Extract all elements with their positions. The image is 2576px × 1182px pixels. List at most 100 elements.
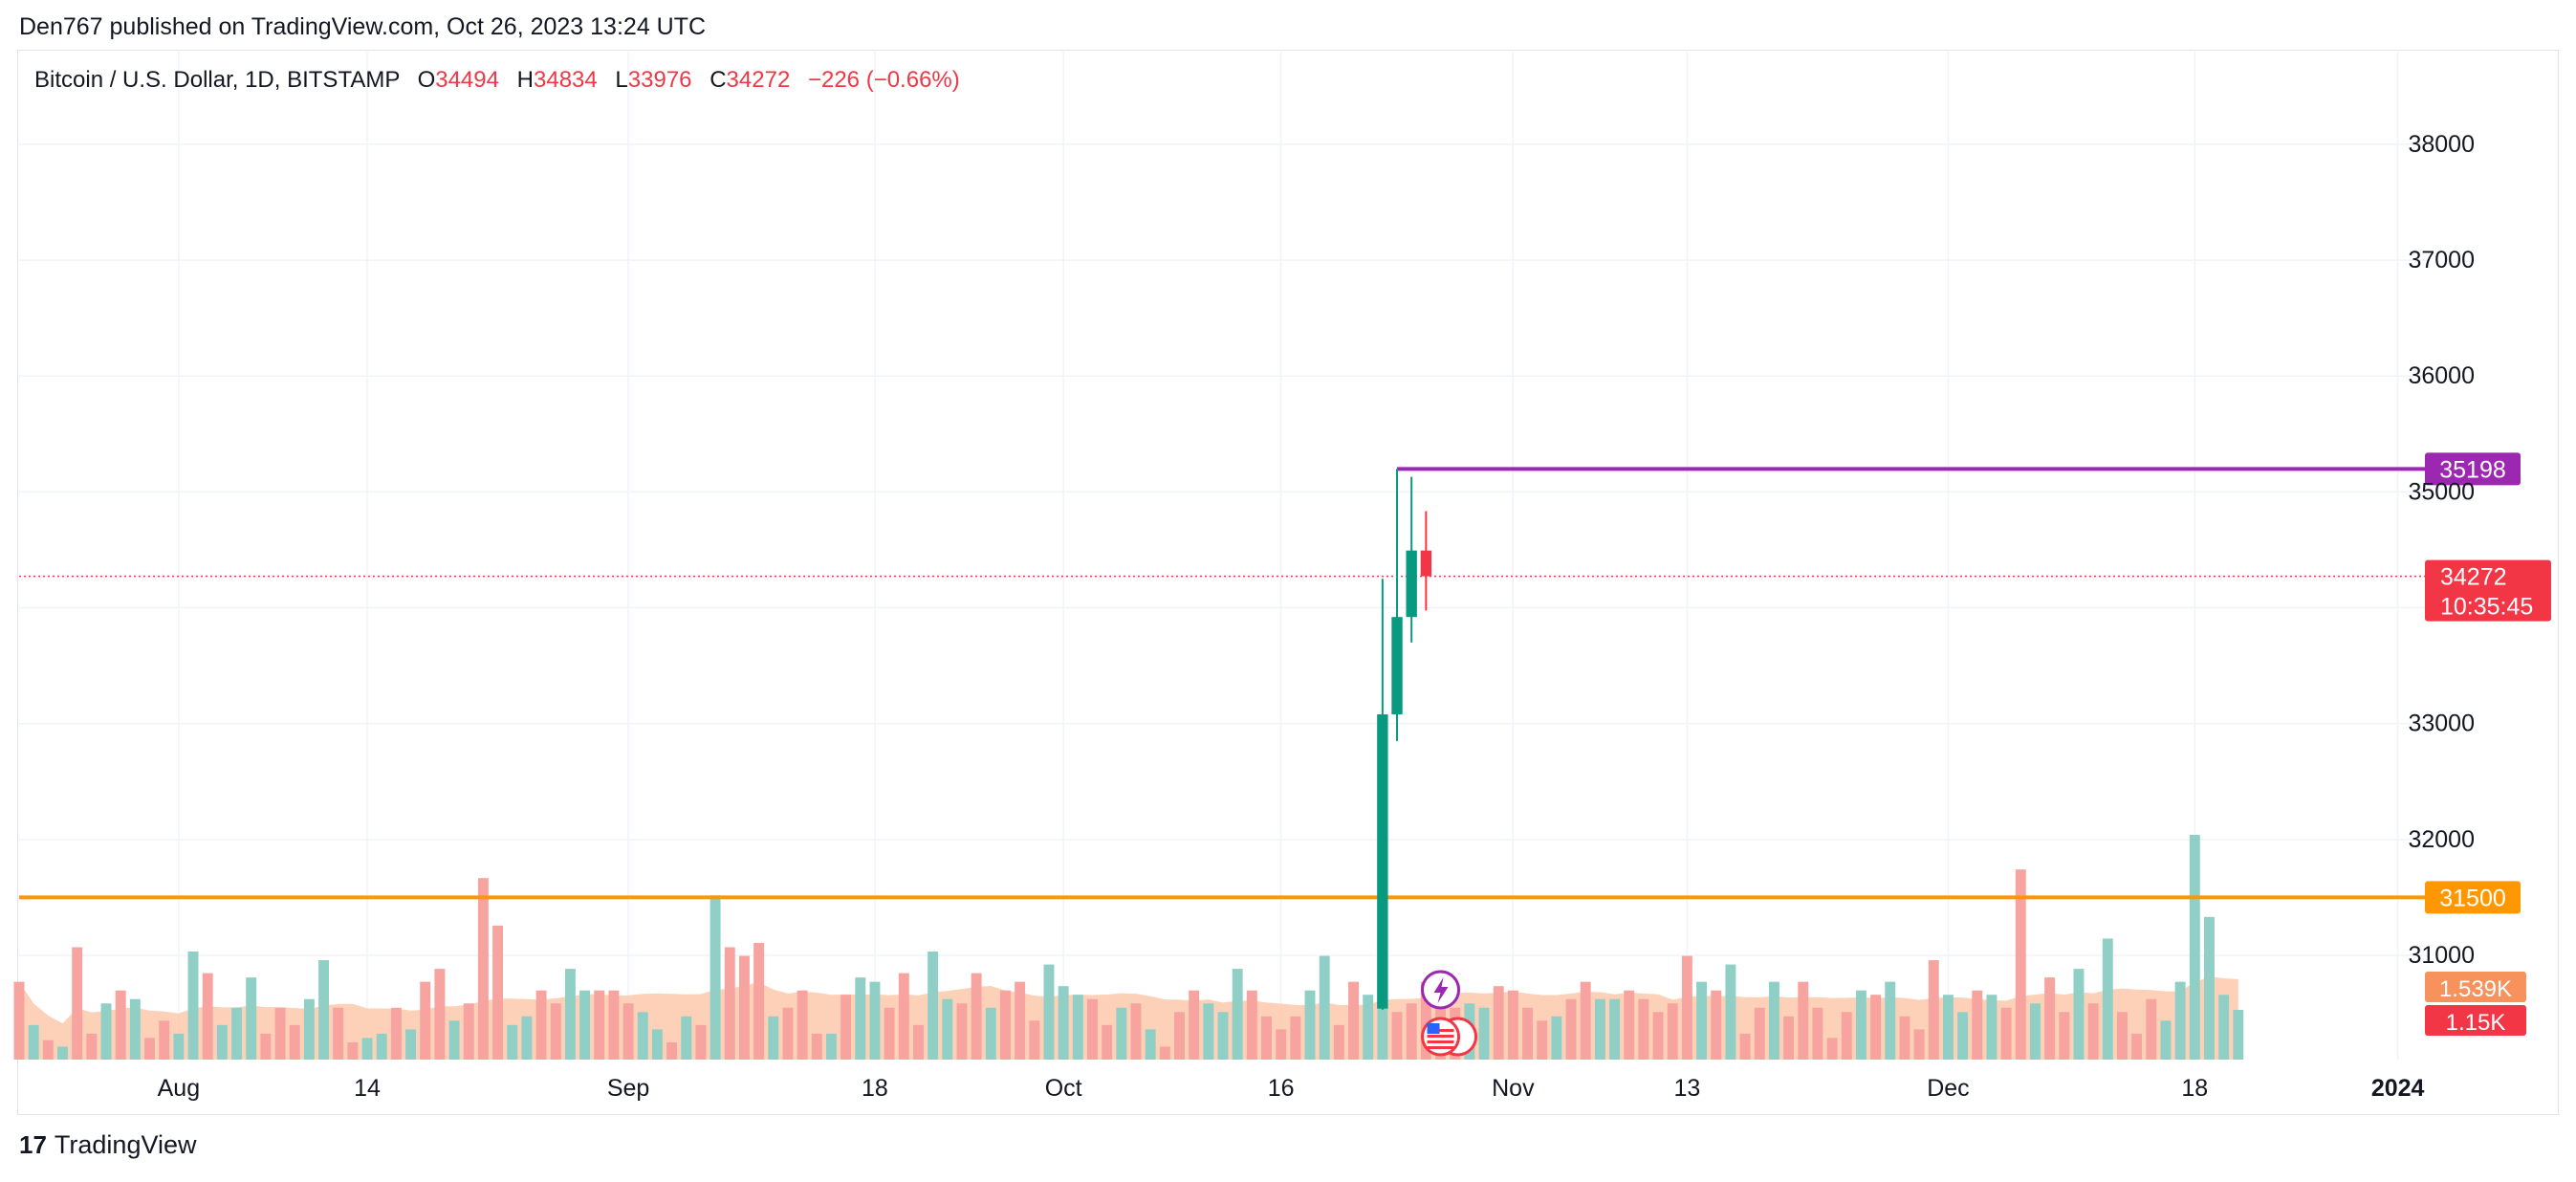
volume-bar bbox=[1942, 995, 1954, 1060]
volume-bar bbox=[724, 947, 735, 1060]
volume-bar bbox=[1986, 995, 1997, 1060]
x-tick-label: Sep bbox=[607, 1075, 649, 1102]
candle-body[interactable] bbox=[1391, 617, 1403, 714]
volume-bar bbox=[1537, 1020, 1548, 1060]
volume-bar bbox=[1493, 986, 1504, 1060]
volume-bar bbox=[1087, 998, 1098, 1060]
volume-bar bbox=[1957, 1012, 1969, 1060]
volume-bar bbox=[1551, 1016, 1562, 1060]
volume-bar bbox=[1043, 964, 1055, 1060]
volume-bar bbox=[434, 969, 446, 1060]
volume-bar bbox=[1246, 990, 1257, 1060]
volume-bar bbox=[840, 995, 852, 1060]
volume-bar bbox=[1116, 1007, 1127, 1060]
flag-stripe bbox=[1427, 1046, 1454, 1049]
volume-bar bbox=[1783, 1016, 1795, 1060]
tradingview-logo-icon[interactable]: 17 bbox=[19, 1130, 47, 1159]
volume-bar bbox=[2102, 938, 2113, 1060]
change-value: −226 (−0.66%) bbox=[807, 67, 960, 93]
volume-bar bbox=[1565, 998, 1577, 1060]
volume-bar bbox=[1029, 1020, 1040, 1060]
volume-bar bbox=[115, 990, 126, 1060]
x-tick-label: 16 bbox=[1268, 1075, 1295, 1102]
volume-bar bbox=[57, 1046, 68, 1060]
volume-bar bbox=[928, 952, 939, 1060]
volume-bar bbox=[1232, 969, 1243, 1060]
y-tick-label: 32000 bbox=[2408, 826, 2475, 853]
lightning-event-icon[interactable] bbox=[1421, 970, 1461, 1010]
candle-body[interactable] bbox=[1406, 550, 1417, 618]
volume-bar bbox=[1711, 990, 1722, 1060]
x-tick-label: Oct bbox=[1045, 1075, 1082, 1102]
volume-bar bbox=[1739, 1033, 1751, 1060]
lightning-glyph bbox=[1433, 977, 1449, 1003]
candle-body[interactable] bbox=[1377, 713, 1388, 1009]
volume-bar bbox=[608, 990, 620, 1060]
volume-bar bbox=[216, 1024, 228, 1060]
volume-bar bbox=[2059, 1012, 2070, 1060]
volume-bar bbox=[695, 1024, 707, 1060]
volume-bar bbox=[260, 1033, 272, 1060]
volume-bar bbox=[1638, 998, 1649, 1060]
volume-bar bbox=[390, 1007, 402, 1060]
volume-bar bbox=[42, 1040, 54, 1060]
volume-bar bbox=[535, 990, 547, 1060]
volume-bar bbox=[1420, 981, 1431, 1060]
candle-body[interactable] bbox=[1420, 550, 1432, 577]
flag-canton bbox=[1427, 1023, 1440, 1034]
volume-bar bbox=[1203, 1003, 1214, 1060]
volume-bar bbox=[1870, 995, 1882, 1060]
volume-bar bbox=[1348, 981, 1359, 1060]
volume-bar bbox=[13, 981, 25, 1060]
volume-bar bbox=[2233, 1010, 2244, 1060]
close-value: 34272 bbox=[726, 67, 791, 93]
volume-bar bbox=[1130, 1003, 1142, 1060]
flag-stripe bbox=[1427, 1035, 1454, 1038]
volume-bar bbox=[1507, 990, 1518, 1060]
volume-bar bbox=[1391, 1012, 1403, 1060]
last-price-label: 34272 bbox=[2440, 564, 2507, 591]
volume-bar bbox=[2131, 1033, 2143, 1060]
volume-bar bbox=[1754, 1007, 1765, 1060]
chart-frame[interactable] bbox=[17, 50, 2559, 1115]
x-tick-label: 13 bbox=[1673, 1075, 1700, 1102]
volume-bar bbox=[1885, 981, 1896, 1060]
volume-bar bbox=[492, 925, 504, 1060]
volume-bar bbox=[1000, 990, 1011, 1060]
volume-bar bbox=[1972, 990, 1983, 1060]
volume-bar bbox=[347, 1041, 359, 1060]
volume-bar bbox=[246, 977, 257, 1060]
symbol-label[interactable]: Bitcoin / U.S. Dollar, 1D, BITSTAMP bbox=[34, 67, 400, 93]
low-value: 33976 bbox=[627, 67, 692, 93]
us-flag-event-icon[interactable] bbox=[1421, 1017, 1478, 1057]
volume-bar bbox=[1290, 1016, 1301, 1060]
volume-bar bbox=[898, 973, 909, 1060]
volume-bar bbox=[985, 1007, 996, 1060]
volume-bar bbox=[2189, 835, 2200, 1060]
x-tick-label: Dec bbox=[1927, 1075, 1969, 1102]
volume-bar bbox=[1435, 973, 1446, 1060]
volume-bar bbox=[1478, 1007, 1490, 1060]
volume-bar bbox=[1681, 955, 1692, 1060]
volume-bar bbox=[129, 998, 141, 1060]
volume-bar bbox=[2015, 869, 2026, 1060]
volume-bar bbox=[521, 1016, 533, 1060]
candles bbox=[1377, 469, 1432, 1010]
volume-bar bbox=[956, 1003, 968, 1060]
volume-bar bbox=[622, 1003, 634, 1060]
brand-name[interactable]: TradingView bbox=[54, 1130, 197, 1159]
volume-bar bbox=[1667, 1003, 1678, 1060]
volume-bar bbox=[1319, 955, 1330, 1060]
volume-bar bbox=[2087, 1003, 2099, 1060]
volume-bar bbox=[825, 1033, 837, 1060]
volume-bar bbox=[2174, 981, 2186, 1060]
volume-bar bbox=[1406, 1003, 1417, 1060]
volume-ma-tag-label: 1.539K bbox=[2439, 976, 2512, 1002]
y-tick-label: 31000 bbox=[2408, 942, 2475, 969]
y-tick-label: 38000 bbox=[2408, 131, 2475, 158]
volume-bar bbox=[187, 952, 199, 1060]
volume-bar bbox=[361, 1038, 373, 1060]
open-label: O bbox=[417, 67, 436, 93]
high-label: H bbox=[516, 67, 534, 93]
